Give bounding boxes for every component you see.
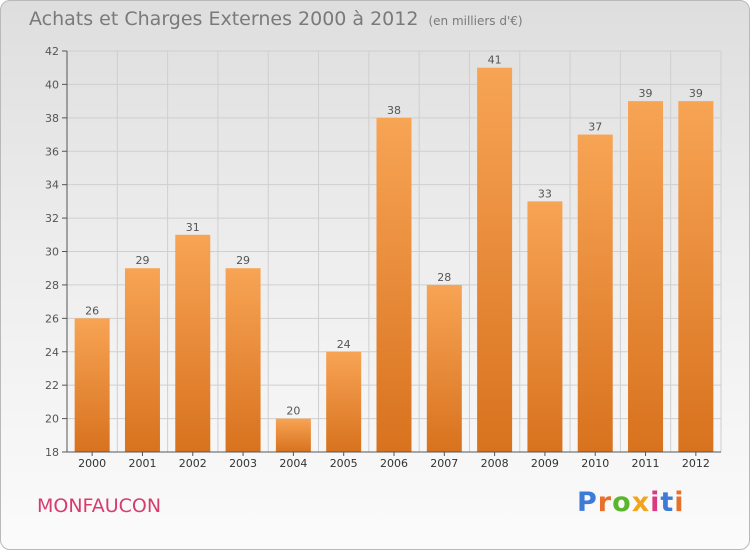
x-tick-label: 2008 — [481, 457, 509, 470]
bar-2011 — [628, 101, 664, 452]
data-label: 28 — [437, 271, 451, 284]
x-tick-label: 2003 — [229, 457, 257, 470]
chart-title: Achats et Charges Externes 2000 à 2012 — [29, 8, 419, 30]
bar-2002 — [175, 234, 211, 452]
bar-2010 — [577, 134, 613, 452]
logo-letter: t — [660, 487, 675, 518]
bar-2008 — [477, 67, 513, 452]
logo-letter: P — [577, 487, 598, 518]
data-label: 39 — [689, 87, 703, 100]
y-tick-label: 32 — [45, 212, 59, 225]
y-tick-label: 26 — [45, 312, 59, 325]
y-tick-label: 36 — [45, 145, 59, 158]
data-label: 24 — [337, 338, 351, 351]
bar-2006 — [376, 117, 412, 452]
logo-letter: o — [612, 487, 632, 518]
y-tick-label: 38 — [45, 112, 59, 125]
data-label: 37 — [588, 121, 602, 134]
bar-2012 — [678, 101, 714, 452]
bar-2005 — [326, 351, 362, 452]
x-tick-label: 2006 — [380, 457, 408, 470]
y-tick-label: 28 — [45, 279, 59, 292]
y-tick-label: 18 — [45, 446, 59, 459]
x-tick-label: 2004 — [279, 457, 307, 470]
y-tick-label: 40 — [45, 78, 59, 91]
commune-name: MONFAUCON — [37, 495, 162, 517]
axes: 18 20 22 24 26 28 30 32 34 36 38 40 42 2000 2001 2002 20… — [45, 45, 721, 470]
x-tick-label: 2012 — [682, 457, 710, 470]
data-label: 29 — [236, 254, 250, 267]
chart-title-block: Achats et Charges Externes 2000 à 2012 (e… — [29, 8, 523, 30]
y-tick-label: 42 — [45, 45, 59, 58]
data-label: 26 — [85, 304, 99, 317]
bar-2004 — [275, 418, 311, 452]
data-label: 20 — [286, 405, 300, 418]
bar-2009 — [527, 201, 563, 452]
x-tick-label: 2007 — [430, 457, 458, 470]
data-labels: 26 29 31 29 20 24 38 28 41 33 37 39 39 — [85, 54, 703, 418]
proxiti-logo: Proxiti — [577, 487, 685, 518]
data-label: 33 — [538, 187, 552, 200]
logo-letter: i — [650, 487, 661, 518]
x-tick-label: 2000 — [78, 457, 106, 470]
x-tick-label: 2009 — [531, 457, 559, 470]
logo-letter: x — [631, 487, 651, 518]
data-label: 41 — [488, 54, 502, 67]
x-tick-label: 2005 — [330, 457, 358, 470]
bar-2001 — [124, 268, 160, 452]
y-tick-label: 34 — [45, 179, 59, 192]
y-tick-label: 22 — [45, 379, 59, 392]
bar-2000 — [74, 318, 110, 452]
y-tick-label: 20 — [45, 413, 59, 426]
bar-2003 — [225, 268, 261, 452]
data-label: 29 — [135, 254, 149, 267]
x-tick-label: 2011 — [632, 457, 660, 470]
bars — [74, 67, 714, 452]
x-tick-label: 2010 — [581, 457, 609, 470]
x-tick-label: 2002 — [179, 457, 207, 470]
bar-2007 — [426, 284, 462, 452]
x-tick-label: 2001 — [128, 457, 156, 470]
y-tick-label: 24 — [45, 346, 59, 359]
data-label: 38 — [387, 104, 401, 117]
chart-unit-note: (en milliers d'€) — [428, 14, 523, 28]
logo-letter: r — [597, 487, 613, 518]
data-label: 31 — [186, 221, 200, 234]
y-tick-label: 30 — [45, 246, 59, 259]
data-label: 39 — [639, 87, 653, 100]
logo-letter: i — [674, 487, 685, 518]
